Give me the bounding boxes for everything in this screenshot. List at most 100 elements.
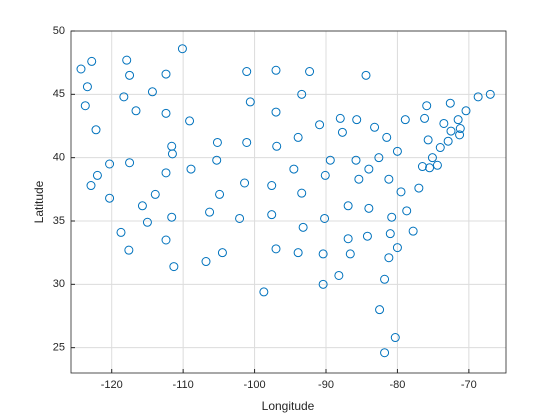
data-point <box>390 333 400 343</box>
data-point <box>417 162 427 172</box>
data-point <box>343 234 353 244</box>
x-tick-label: -100 <box>244 379 266 391</box>
data-point <box>80 101 90 111</box>
data-point <box>167 212 177 222</box>
data-point <box>443 136 453 146</box>
y-tick-label: 40 <box>53 152 65 164</box>
data-point <box>362 231 372 241</box>
data-point <box>325 155 335 165</box>
data-point <box>354 174 364 184</box>
data-point <box>305 67 315 77</box>
data-point <box>432 160 442 170</box>
axes-box <box>70 30 507 374</box>
data-point <box>212 137 222 147</box>
data-point <box>289 164 299 174</box>
data-point <box>380 274 390 284</box>
data-point <box>245 97 255 107</box>
data-point <box>271 107 281 117</box>
data-point <box>92 170 102 180</box>
data-point <box>167 149 177 159</box>
data-point <box>201 257 211 267</box>
data-point <box>414 183 424 193</box>
data-point <box>242 67 252 77</box>
x-axis-label: Longitude <box>262 399 315 413</box>
data-point <box>455 124 465 134</box>
data-point <box>423 135 433 145</box>
data-point <box>485 89 495 99</box>
y-tick-label: 45 <box>53 88 65 100</box>
data-point <box>422 101 432 111</box>
data-point <box>382 132 392 142</box>
data-point <box>384 253 394 263</box>
data-point <box>384 174 394 184</box>
data-point <box>396 187 406 197</box>
x-tick-label: -80 <box>389 379 405 391</box>
data-point <box>185 116 195 126</box>
data-point <box>125 158 135 168</box>
data-point <box>142 217 152 227</box>
data-point <box>453 115 463 125</box>
data-point <box>400 115 410 125</box>
data-point <box>387 212 397 222</box>
data-point <box>392 146 402 156</box>
data-point <box>439 118 449 128</box>
data-point <box>147 87 157 97</box>
data-point <box>318 279 328 289</box>
data-point <box>297 188 307 198</box>
data-point <box>205 207 215 217</box>
data-point <box>320 213 330 223</box>
data-point <box>315 120 325 130</box>
data-point <box>161 69 171 79</box>
data-point <box>335 113 345 123</box>
data-point <box>267 210 277 220</box>
data-point <box>271 244 281 254</box>
data-point <box>293 248 303 258</box>
x-tick-label: -70 <box>461 379 477 391</box>
data-point <box>427 153 437 163</box>
data-point <box>137 201 147 211</box>
data-point <box>267 181 277 191</box>
data-point <box>259 287 269 297</box>
data-point <box>435 143 445 153</box>
data-point <box>87 56 97 66</box>
data-point <box>425 163 435 173</box>
data-point <box>161 235 171 245</box>
data-point <box>392 243 402 253</box>
data-point <box>364 164 374 174</box>
data-point <box>235 213 245 223</box>
data-point <box>122 55 132 65</box>
data-point <box>86 181 96 191</box>
data-point <box>352 115 362 125</box>
data-point <box>364 203 374 213</box>
data-point <box>473 92 483 102</box>
data-point <box>272 141 282 151</box>
data-point <box>76 64 86 74</box>
y-tick-label: 50 <box>53 25 65 37</box>
data-point <box>105 193 115 203</box>
data-point <box>91 125 101 135</box>
data-point <box>82 82 92 92</box>
data-point <box>351 155 361 165</box>
data-point <box>271 65 281 75</box>
data-point <box>445 98 455 108</box>
x-tick-label: -110 <box>173 379 194 391</box>
y-tick-label: 30 <box>53 278 65 290</box>
data-point <box>215 189 225 199</box>
y-tick-label: 25 <box>53 342 65 354</box>
data-point <box>320 170 330 180</box>
data-point <box>374 153 384 163</box>
data-point <box>343 201 353 211</box>
data-point <box>455 130 465 140</box>
data-point <box>446 126 456 136</box>
x-tick-label: -90 <box>318 379 334 391</box>
data-point <box>119 92 129 102</box>
data-point <box>131 106 141 116</box>
y-tick-label: 35 <box>53 215 65 227</box>
data-point <box>370 122 380 132</box>
data-point <box>297 89 307 99</box>
data-point <box>161 168 171 178</box>
data-point <box>116 227 126 237</box>
data-point <box>461 106 471 116</box>
data-point <box>161 108 171 118</box>
